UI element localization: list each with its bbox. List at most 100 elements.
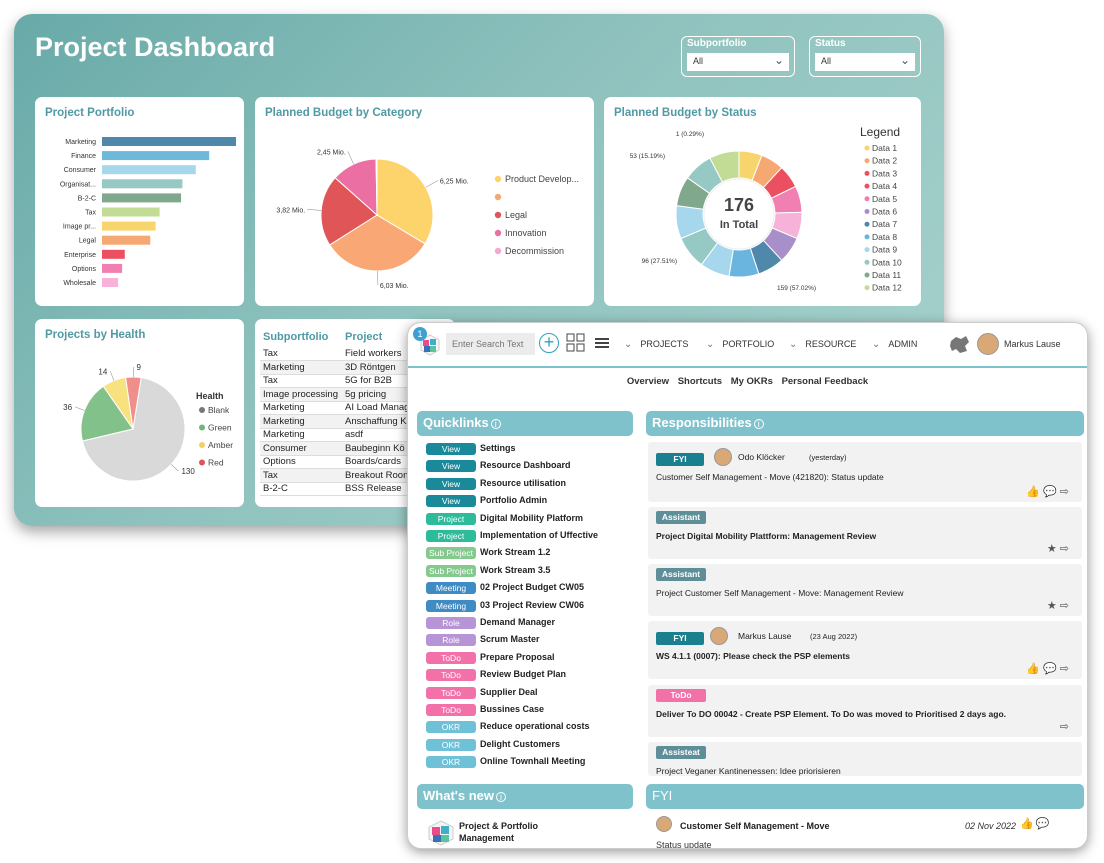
responsibility-item[interactable]: ToDo Deliver To DO 00042 - Create PSP Ele… <box>648 685 1082 737</box>
slice-data-label: 14 <box>98 367 107 376</box>
nav-projects-label: PROJECTS <box>640 339 689 349</box>
legend-marker <box>864 170 870 176</box>
person-time: (23 Aug 2022) <box>810 632 858 641</box>
status-title: Planned Budget by Status <box>614 107 757 119</box>
column-header-project[interactable]: Project <box>345 331 383 343</box>
item-actions-icon[interactable]: ★⇨ <box>1046 543 1072 555</box>
item-actions-icon[interactable]: ★⇨ <box>1046 600 1072 612</box>
info-icon[interactable]: i <box>496 791 506 802</box>
subportfolio-select[interactable]: All ⌄ <box>687 53 789 71</box>
user-avatar[interactable] <box>977 333 999 355</box>
bar[interactable] <box>102 193 182 203</box>
europe-map-icon[interactable] <box>947 333 971 355</box>
sub-navigation: Overview Shortcuts My OKRs Personal Feed… <box>408 376 1087 387</box>
table-row[interactable]: Tax Field workers <box>260 347 455 361</box>
quicklink-label: Online Townhall Meeting <box>480 756 586 767</box>
subportfolio-cell: B-2-C <box>260 482 342 496</box>
bar[interactable] <box>102 263 123 273</box>
pie-slice[interactable] <box>80 385 134 442</box>
item-actions-icon[interactable]: 👍💬⇨ <box>1026 486 1072 498</box>
responsibility-item[interactable]: Assisteat Project Veganer Kantinenessen: … <box>648 742 1082 776</box>
responsibility-text: Project Digital Mobility Plattform: Mana… <box>656 531 877 541</box>
bar[interactable] <box>102 179 183 189</box>
legend-label: Decommission <box>505 246 564 256</box>
bar[interactable] <box>102 165 196 175</box>
legend-marker <box>864 247 870 253</box>
subportfolio-filter[interactable]: Subportfolio All ⌄ <box>681 36 795 77</box>
fyi-item-title[interactable]: Customer Self Management - Move <box>680 821 830 831</box>
whats-new-line1[interactable]: Project & Portfolio <box>459 821 539 831</box>
bar[interactable] <box>102 137 236 146</box>
nav-projects[interactable]: ⌄ PROJECTS <box>624 339 688 350</box>
nav-admin[interactable]: ⌄ ADMIN <box>872 339 917 350</box>
column-header-subportfolio[interactable]: Subportfolio <box>263 331 329 343</box>
slice-leader-line <box>425 180 439 188</box>
responsibility-text: Deliver To DO 00042 - Create PSP Element… <box>656 709 1007 719</box>
top-bar: 1 + ⌄ PROJECTS ⌄ PORTFOLIO ⌄ RESOURCE ⌄ ADMI… <box>408 323 1087 368</box>
status-filter[interactable]: Status All ⌄ <box>809 36 921 77</box>
bar-label: Enterprise <box>64 252 96 259</box>
subnav-shortcuts[interactable]: Shortcuts <box>677 376 723 387</box>
category-card: Planned Budget by Category 6,25 Mio. 6,03… <box>255 97 594 306</box>
pie-slice[interactable] <box>328 214 426 272</box>
pie-slice[interactable] <box>320 177 378 246</box>
notification-badge[interactable]: 1 <box>413 327 427 341</box>
legend-marker <box>864 183 870 189</box>
legend-marker <box>864 234 870 240</box>
item-actions-icon[interactable]: ⇨ <box>1059 721 1072 733</box>
slice-data-label: 130 <box>181 467 195 476</box>
bar[interactable] <box>102 278 119 287</box>
bar[interactable] <box>102 151 210 161</box>
dashboard-panel: Project Dashboard Subportfolio All ⌄ Stat… <box>14 14 944 526</box>
health-card: Projects by Health 130 36 14 9 Health Blank Gr… <box>35 319 244 507</box>
status-select[interactable]: All ⌄ <box>815 53 915 71</box>
legend-label: Amber <box>208 440 233 450</box>
whats-new-line2[interactable]: Management <box>459 833 515 843</box>
bar[interactable] <box>102 235 151 245</box>
nav-resource[interactable]: ⌄ RESOURCE <box>789 339 856 350</box>
bar[interactable] <box>102 221 156 231</box>
info-icon[interactable]: i <box>490 418 501 429</box>
app-logo-icon[interactable] <box>417 332 443 358</box>
pie-slice[interactable] <box>375 158 378 216</box>
legend-label: Data 4 <box>872 181 897 191</box>
bar-label: B-2-C <box>78 195 96 202</box>
responsibility-badge: FYI <box>656 453 704 466</box>
list-view-icon[interactable] <box>595 337 609 349</box>
subportfolio-cell: Tax <box>260 347 342 361</box>
responsibility-item[interactable]: Assistant Project Digital Mobility Plattf… <box>648 507 1082 559</box>
fyi-actions-icon[interactable]: 👍💬 <box>1020 818 1052 830</box>
fyi-item-date: 02 Nov 2022 <box>965 821 1017 831</box>
legend-marker <box>199 442 205 448</box>
nav-portfolio[interactable]: ⌄ PORTFOLIO <box>706 339 774 350</box>
quicklink-label: Resource Dashboard <box>480 460 571 471</box>
bar[interactable] <box>102 249 125 259</box>
responsibility-text: Project Veganer Kantinenessen: Idee prio… <box>656 766 841 776</box>
slice-leader-line <box>110 371 115 381</box>
responsibility-item[interactable]: Assistant Project Customer Self Managemen… <box>648 564 1082 616</box>
info-icon[interactable]: i <box>753 418 764 429</box>
pie-slice[interactable] <box>376 158 434 245</box>
add-icon[interactable]: + <box>539 333 559 353</box>
responsibility-item[interactable]: FYI Markus Lause (23 Aug 2022) WS 4.1.1 (00… <box>648 621 1082 679</box>
subnav-my-okrs[interactable]: My OKRs <box>730 376 773 387</box>
subnav-personal-feedback[interactable]: Personal Feedback <box>781 376 869 387</box>
slice-data-label: 36 <box>63 403 72 412</box>
fyi-header: FYI <box>646 784 1084 809</box>
quicklink-label: Settings <box>480 443 516 453</box>
legend-marker <box>864 285 870 291</box>
bar-label: Tax <box>85 210 96 217</box>
search-input[interactable] <box>446 333 535 355</box>
donut-segment[interactable] <box>709 150 740 183</box>
item-actions-icon[interactable]: 👍💬⇨ <box>1026 663 1072 675</box>
legend-label: Data 11 <box>872 270 901 280</box>
subportfolio-cell: Image processing <box>260 387 342 402</box>
subnav-overview[interactable]: Overview <box>626 376 670 387</box>
grid-view-icon[interactable] <box>566 333 586 353</box>
bar[interactable] <box>102 207 160 217</box>
bar-label: Finance <box>71 153 96 160</box>
legend-label: Data 1 <box>872 143 897 153</box>
responsibility-item[interactable]: FYI Odo Klöcker (yesterday) Customer Self M… <box>648 442 1082 502</box>
subportfolio-cell: Options <box>260 455 342 469</box>
user-name[interactable]: Markus Lause <box>1004 339 1061 349</box>
